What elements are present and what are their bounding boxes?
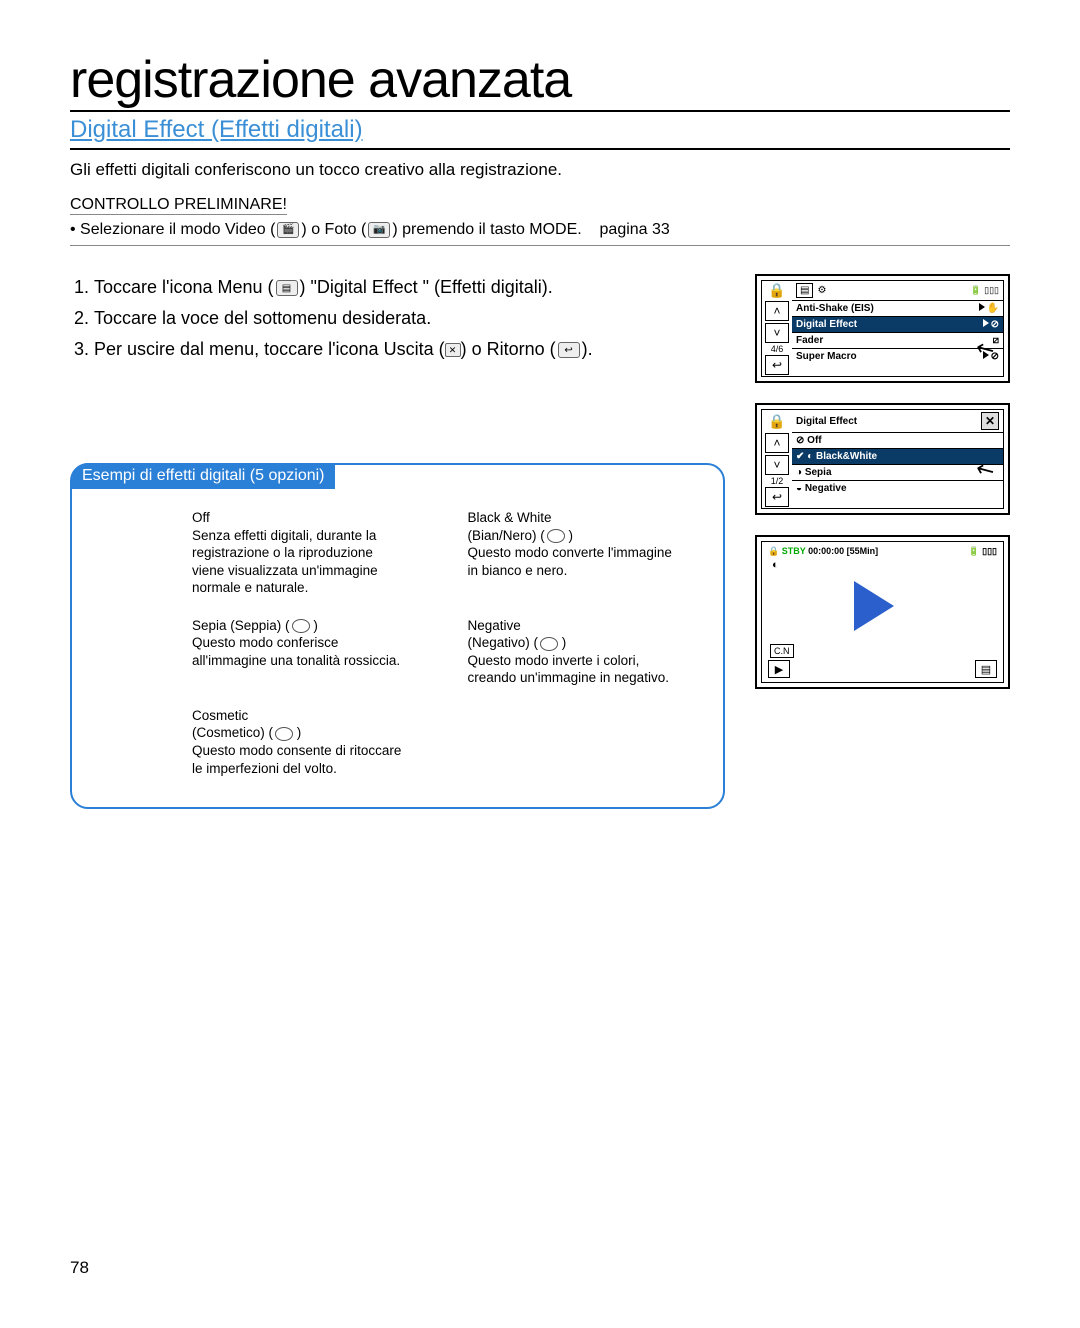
steps-list: Toccare l'icona Menu (▤) "Digital Effect… <box>70 274 725 363</box>
option-sepia: Sepia (Seppia) ( ) Questo modo conferisc… <box>192 617 408 687</box>
up-button-2[interactable]: ˄ <box>765 433 789 453</box>
bw-icon <box>547 529 565 543</box>
page-number: 78 <box>70 1258 89 1278</box>
video-icon: 🎬 <box>277 222 299 238</box>
mode-cn: C.N <box>770 644 794 658</box>
page-indicator-2: 1/2 <box>771 476 784 486</box>
device-screen-submenu: 🔒 Digital Effect ✕ ˄ ˅ 1/2 ↩ <box>755 403 1010 515</box>
menu-icon: ▤ <box>276 280 298 296</box>
submenu-off[interactable]: ⊘ Off <box>792 432 1003 448</box>
mode-mid: ) o Foto ( <box>301 221 366 238</box>
section-title: Digital Effect (Effetti digitali) <box>70 116 1010 150</box>
negative-icon <box>540 637 558 651</box>
down-button-2[interactable]: ˅ <box>765 455 789 475</box>
submenu-sepia[interactable]: ◑ Sepia <box>792 464 1003 480</box>
return-icon: ↩ <box>558 342 580 358</box>
device-screen-preview: 🔒 STBY 00:00:00 [55Min] 🔋 ▯▯▯ ◐ C.N ▶ ▤ <box>755 535 1010 689</box>
submenu-negative[interactable]: ◒ Negative <box>792 480 1003 496</box>
back-button[interactable]: ↩ <box>765 355 789 375</box>
exit-icon: ✕ <box>445 343 461 357</box>
device-screen-menu: 🔒 ▤ ⚙ 🔋 ▯▯▯ ˄ ˅ 4/6 <box>755 274 1010 383</box>
menu-item-fader[interactable]: Fader⧄ <box>792 332 1003 348</box>
cosmetic-icon <box>275 727 293 741</box>
play-button[interactable]: ▶ <box>768 660 790 678</box>
step-1: Toccare l'icona Menu (▤) "Digital Effect… <box>94 274 725 301</box>
close-button[interactable]: ✕ <box>981 412 999 430</box>
menu-item-digital-effect[interactable]: Digital Effect⊘ <box>792 316 1003 332</box>
intro-text: Gli effetti digitali conferiscono un toc… <box>70 160 1010 180</box>
option-off: Off Senza effetti digitali, durante la r… <box>192 509 408 597</box>
up-button[interactable]: ˄ <box>765 301 789 321</box>
menu-item-super-macro[interactable]: Super Macro⊘ <box>792 348 1003 364</box>
preliminary-heading: CONTROLLO PRELIMINARE! <box>70 196 287 215</box>
battery-icon-2: 🔋 ▯▯▯ <box>968 546 997 557</box>
down-button[interactable]: ˅ <box>765 323 789 343</box>
time-label: 00:00:00 <box>808 546 844 556</box>
mode-prefix: • Selezionare il modo Video ( <box>70 221 275 238</box>
option-negative: Negative (Negativo) ( ) Questo modo inve… <box>468 617 684 687</box>
examples-box: Esempi di effetti digitali (5 opzioni) O… <box>70 463 725 809</box>
sepia-icon <box>292 619 310 633</box>
settings-icon[interactable]: ⚙ <box>817 285 826 296</box>
back-button-2[interactable]: ↩ <box>765 487 789 507</box>
step-3: Per uscire dal menu, toccare l'icona Usc… <box>94 336 725 363</box>
stby-label: STBY <box>782 546 806 556</box>
bw-indicator-icon: ◐ <box>764 559 1001 571</box>
option-cosmetic: Cosmetic (Cosmetico) ( ) Questo modo con… <box>192 707 408 777</box>
menu-list-icon[interactable]: ▤ <box>796 283 813 298</box>
page-indicator: 4/6 <box>771 344 784 354</box>
page-title: registrazione avanzata <box>70 50 1010 112</box>
examples-header: Esempi di effetti digitali (5 opzioni) <box>72 463 335 489</box>
submenu-title: Digital Effect <box>796 416 857 427</box>
step-2: Toccare la voce del sottomenu desiderata… <box>94 305 725 332</box>
battery-icon: 🔋 ▯▯▯ <box>970 285 999 296</box>
remaining-label: [55Min] <box>847 546 879 556</box>
menu-item-antishake[interactable]: Anti-Shake (EIS)✋ <box>792 300 1003 316</box>
mode-page-ref: pagina 33 <box>600 221 670 238</box>
photo-icon: 📷 <box>368 222 390 238</box>
mode-line: • Selezionare il modo Video (🎬) o Foto (… <box>70 221 1010 246</box>
mode-suffix: ) premendo il tasto MODE. <box>392 221 581 238</box>
menu-button[interactable]: ▤ <box>975 660 997 678</box>
option-bw: Black & White (Bian/Nero) ( ) Questo mod… <box>468 509 684 597</box>
play-triangle-icon <box>854 581 894 631</box>
